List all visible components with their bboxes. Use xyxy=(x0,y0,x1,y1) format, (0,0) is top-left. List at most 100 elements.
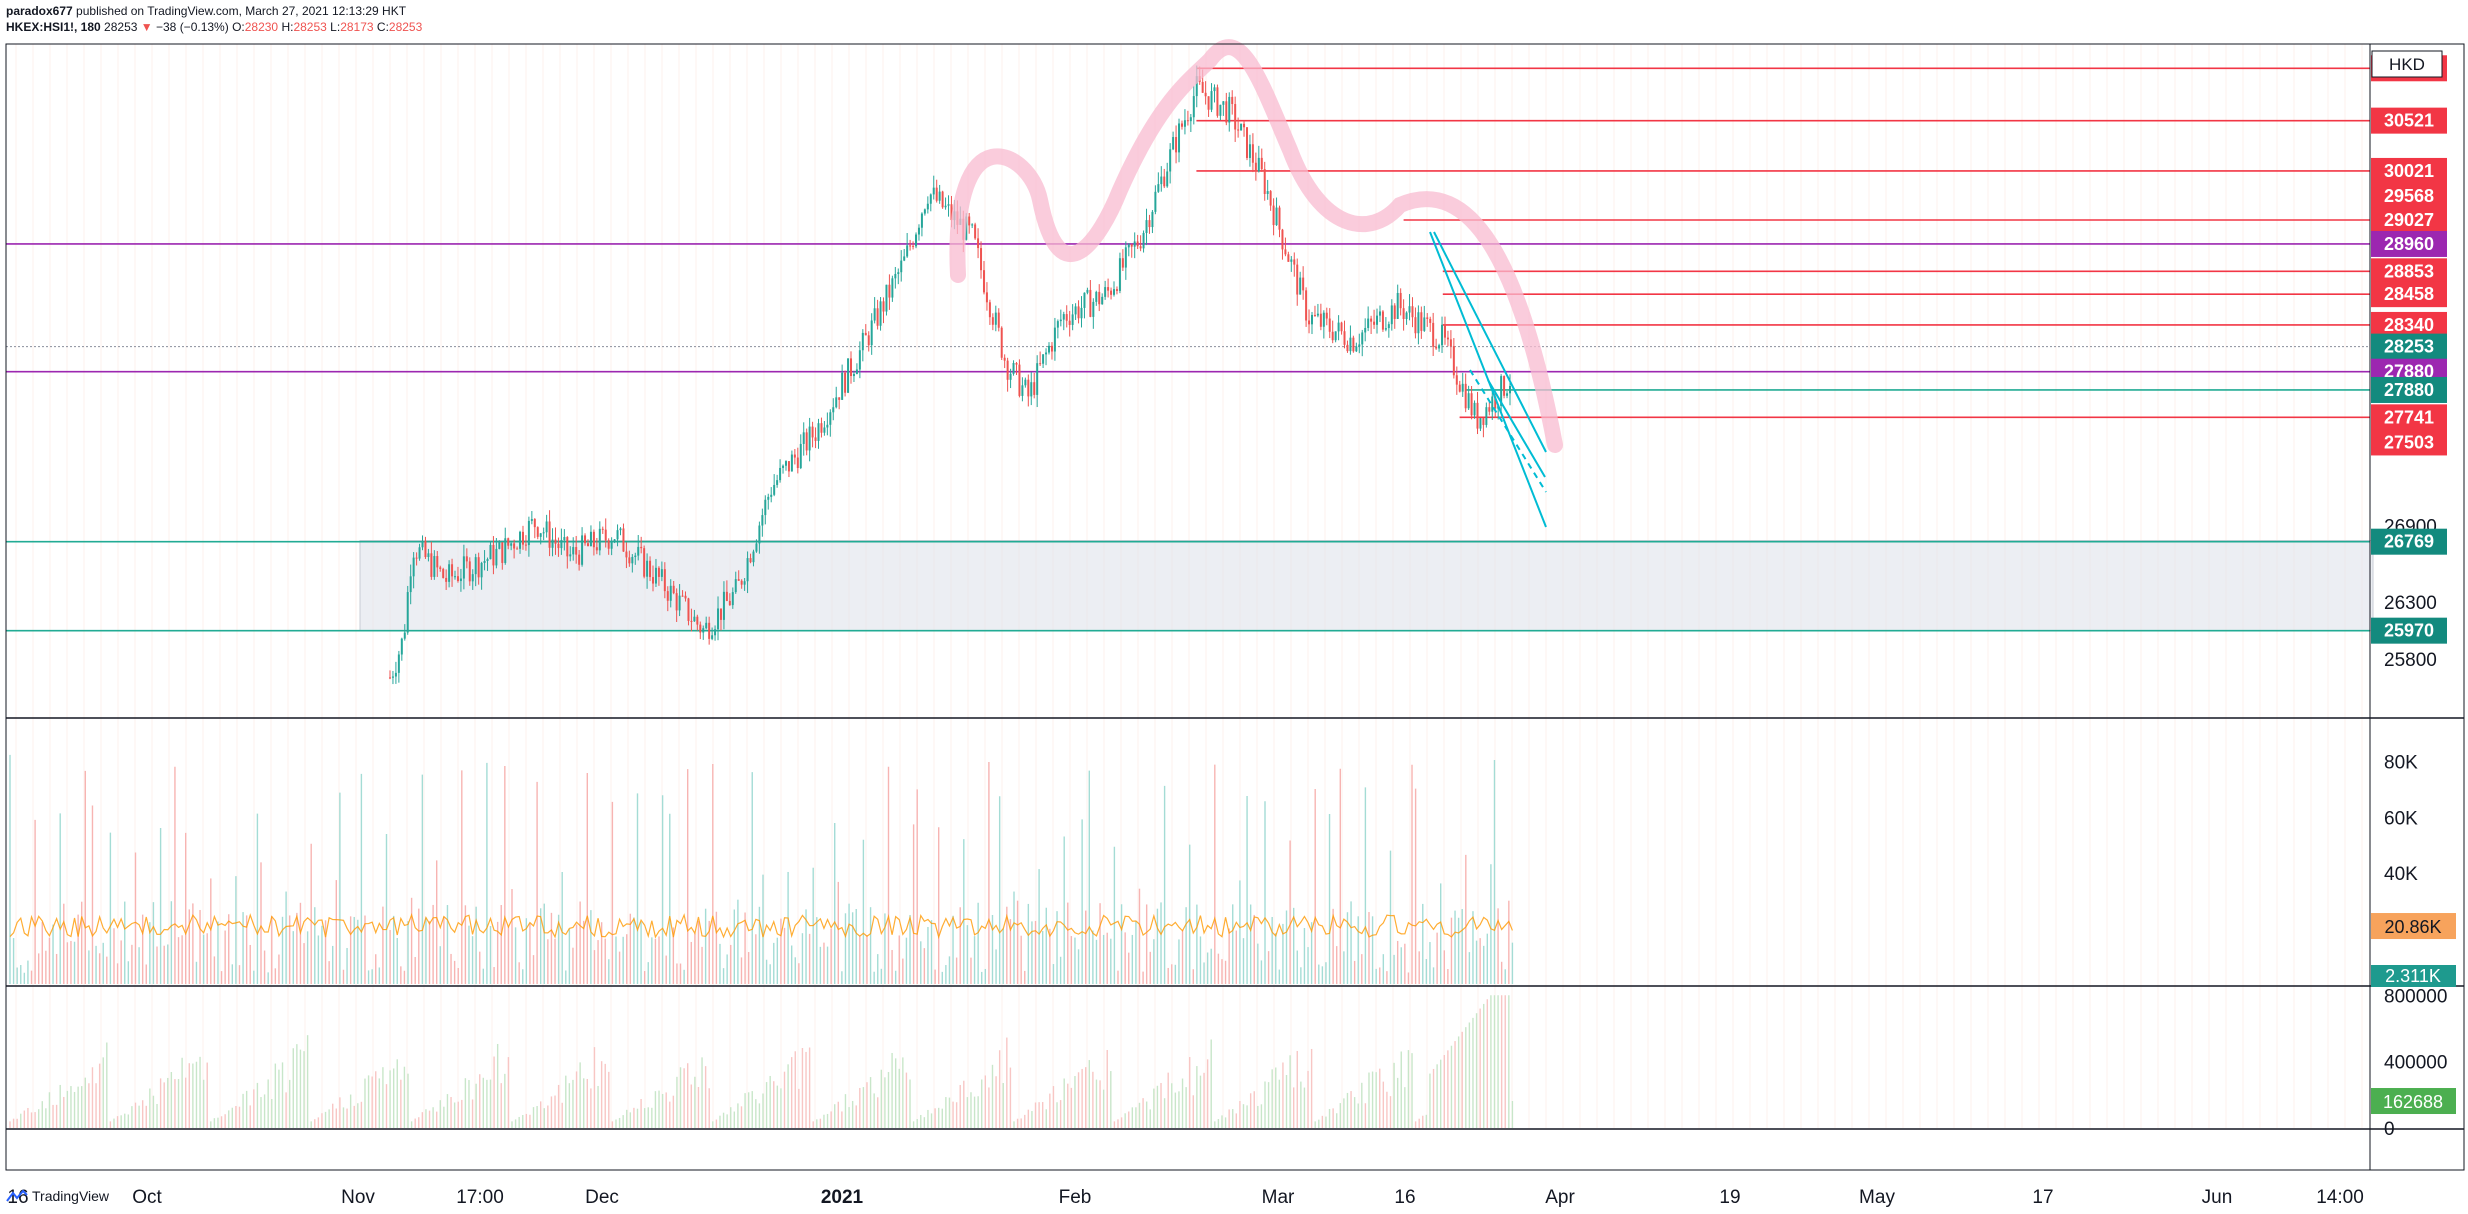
candle-body xyxy=(971,224,974,226)
price-label-bg xyxy=(2371,429,2447,456)
volume-ma-line xyxy=(9,913,1513,940)
candle-body xyxy=(1083,292,1086,308)
candle-body xyxy=(1050,345,1053,352)
price-label-27880: 27880 xyxy=(2384,362,2434,382)
candle-body xyxy=(640,546,643,549)
candle-body xyxy=(1426,317,1429,319)
candle-body xyxy=(486,559,489,561)
candle-body xyxy=(1216,87,1219,116)
head-shoulders-curve[interactable] xyxy=(949,39,1563,453)
candle-body xyxy=(513,543,516,549)
candle-body xyxy=(1290,259,1293,262)
candle-body xyxy=(1399,292,1402,309)
candle-body xyxy=(1334,331,1337,341)
candle-body xyxy=(480,562,483,578)
trend-channel-upper[interactable] xyxy=(1433,231,1547,453)
author-name[interactable]: paradox677 xyxy=(6,4,73,18)
candle-body xyxy=(1145,220,1148,233)
candle-body xyxy=(985,292,988,303)
candle-body xyxy=(527,520,530,546)
candle-body xyxy=(439,567,442,569)
candle-body xyxy=(643,548,646,577)
candle-body xyxy=(784,461,787,466)
candle-body xyxy=(817,423,820,441)
candle-body xyxy=(1115,289,1118,291)
price-label-bg xyxy=(2371,528,2447,555)
candle-body xyxy=(1378,311,1381,316)
candle-body xyxy=(530,519,533,521)
candle-body xyxy=(418,547,421,559)
volume-tick: 60K xyxy=(2384,808,2418,829)
currency-tag[interactable]: HKD xyxy=(2389,55,2425,74)
candle-body xyxy=(1089,289,1092,317)
candle-body xyxy=(501,542,504,563)
candle-body xyxy=(592,531,595,548)
candle-body xyxy=(968,216,971,226)
price-label-28340: 28340 xyxy=(2384,315,2434,335)
tradingview-brand: TradingView xyxy=(32,1188,110,1204)
candle-body xyxy=(1373,321,1376,325)
candle-body xyxy=(1254,162,1257,172)
candle-body xyxy=(1343,331,1346,345)
price-label-25970: 25970 xyxy=(2384,621,2434,641)
candle-body xyxy=(1376,315,1379,325)
candle-body xyxy=(835,397,838,408)
candle-body xyxy=(1420,312,1423,331)
candle-body xyxy=(1308,320,1311,325)
candle-body xyxy=(1488,407,1491,412)
candle-body xyxy=(977,238,980,249)
candle-body xyxy=(498,542,501,549)
candle-body xyxy=(805,432,808,451)
consolidation-zone[interactable] xyxy=(359,540,2374,632)
trend-channel-mid[interactable] xyxy=(1469,369,1547,493)
down-arrow-icon: ▼ xyxy=(140,20,153,34)
candle-body xyxy=(1142,232,1145,249)
candle-body xyxy=(542,532,545,534)
candle-body xyxy=(773,484,776,495)
candle-body xyxy=(1189,117,1192,122)
candle-body xyxy=(879,301,882,326)
candle-body xyxy=(1435,346,1438,349)
candle-body xyxy=(1133,241,1136,247)
candle-body xyxy=(991,317,994,325)
tradingview-logo[interactable]: TradingView xyxy=(6,1188,109,1204)
candle-body xyxy=(782,465,785,468)
candle-body xyxy=(1405,312,1408,319)
low-value: 28173 xyxy=(340,20,374,34)
candle-body xyxy=(403,632,406,639)
candle-body xyxy=(1136,241,1139,247)
candle-body xyxy=(507,538,510,546)
candle-body xyxy=(1446,337,1449,340)
candle-body xyxy=(728,600,731,606)
candle-body xyxy=(852,373,855,377)
candle-body xyxy=(433,556,436,577)
candle-body xyxy=(436,556,439,568)
candle-body xyxy=(1432,322,1435,347)
candle-body xyxy=(1266,191,1269,194)
candle-body xyxy=(572,547,575,555)
trend-channel-lower[interactable] xyxy=(1429,231,1547,528)
candle-body xyxy=(625,551,628,558)
candle-body xyxy=(758,525,761,544)
open-interest-tick: 0 xyxy=(2384,1119,2395,1140)
candle-body xyxy=(1367,318,1370,328)
candle-body xyxy=(1500,376,1503,406)
time-tick-Jun: Jun xyxy=(2202,1187,2233,1208)
candle-body xyxy=(652,577,655,584)
price-label-bg xyxy=(2371,281,2447,308)
symbol-name[interactable]: HKEX:HSI1!, 180 xyxy=(6,20,101,34)
candle-body xyxy=(888,284,891,298)
trend-channel-inner[interactable] xyxy=(1487,379,1546,478)
candle-body xyxy=(442,568,445,578)
candle-body xyxy=(1358,344,1361,347)
open-interest-label: 162688 xyxy=(2383,1092,2443,1112)
time-tick-Oct: Oct xyxy=(132,1187,162,1208)
candle-body xyxy=(1464,383,1467,409)
candle-body xyxy=(793,454,796,458)
candle-body xyxy=(504,538,507,563)
candle-body xyxy=(808,426,811,451)
candle-body xyxy=(622,528,625,552)
candle-body xyxy=(554,539,557,544)
candle-body xyxy=(1157,184,1160,192)
